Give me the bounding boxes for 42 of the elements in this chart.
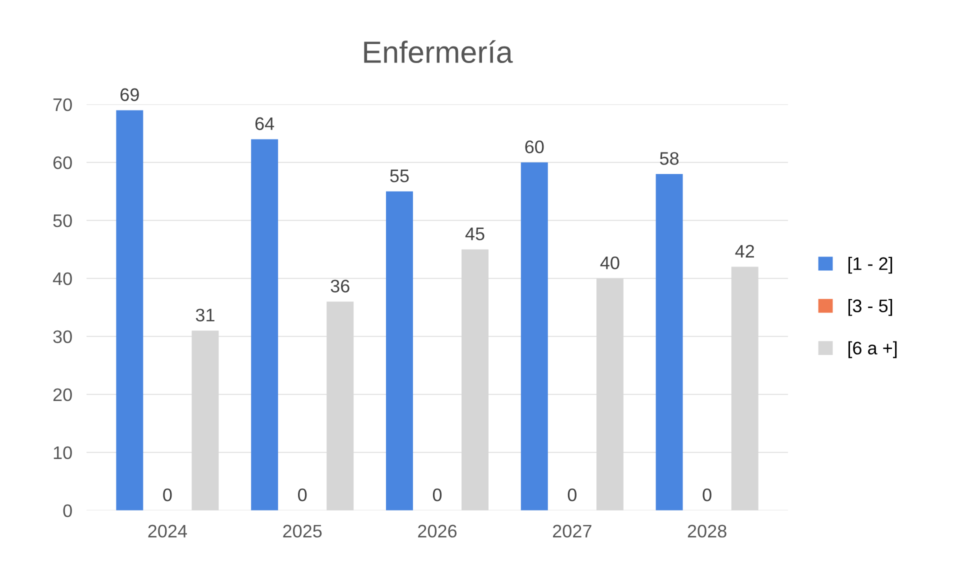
data-label: 42 [735, 244, 754, 258]
y-tick-label: 20 [53, 388, 72, 402]
x-tick-label: 2026 [418, 524, 457, 538]
x-tick-label: 2027 [552, 524, 592, 538]
bar [192, 330, 219, 510]
bar [656, 174, 683, 510]
data-label: 0 [702, 488, 712, 502]
data-label: 0 [568, 488, 576, 502]
data-label: 64 [255, 117, 274, 130]
data-label: 0 [163, 488, 172, 502]
bar [251, 139, 278, 510]
legend-label: [1 - 2] [848, 256, 892, 274]
data-label: 31 [196, 308, 214, 322]
chart-title: Enfermería [364, 40, 513, 64]
x-tick-label: 2024 [148, 524, 187, 538]
y-tick-label: 50 [53, 214, 72, 228]
bar [116, 110, 144, 510]
y-tick-label: 60 [53, 156, 72, 170]
data-label: 0 [298, 488, 307, 502]
y-tick-label: 40 [52, 272, 72, 286]
x-tick-label: 2025 [283, 524, 322, 538]
data-label: 69 [120, 88, 139, 102]
x-tick-label: 2028 [688, 524, 726, 538]
bar [731, 266, 758, 510]
bar [596, 278, 624, 510]
bar [326, 302, 354, 510]
bar [520, 162, 548, 510]
data-label: 45 [465, 228, 484, 240]
bar [462, 249, 489, 510]
data-label: 58 [660, 152, 679, 165]
y-tick-label: 30 [53, 330, 72, 344]
data-label: 55 [390, 170, 409, 182]
y-tick-label: 10 [54, 446, 72, 460]
legend-label: [6 a +] [848, 341, 897, 358]
y-tick-label: 0 [63, 504, 72, 518]
legend-label: [3 - 5] [848, 299, 892, 316]
data-label: 0 [432, 488, 442, 502]
y-tick-label: 70 [53, 98, 72, 112]
data-label: 40 [600, 256, 620, 270]
data-label: 36 [330, 280, 350, 292]
bar [386, 191, 413, 510]
data-label: 60 [525, 140, 544, 154]
